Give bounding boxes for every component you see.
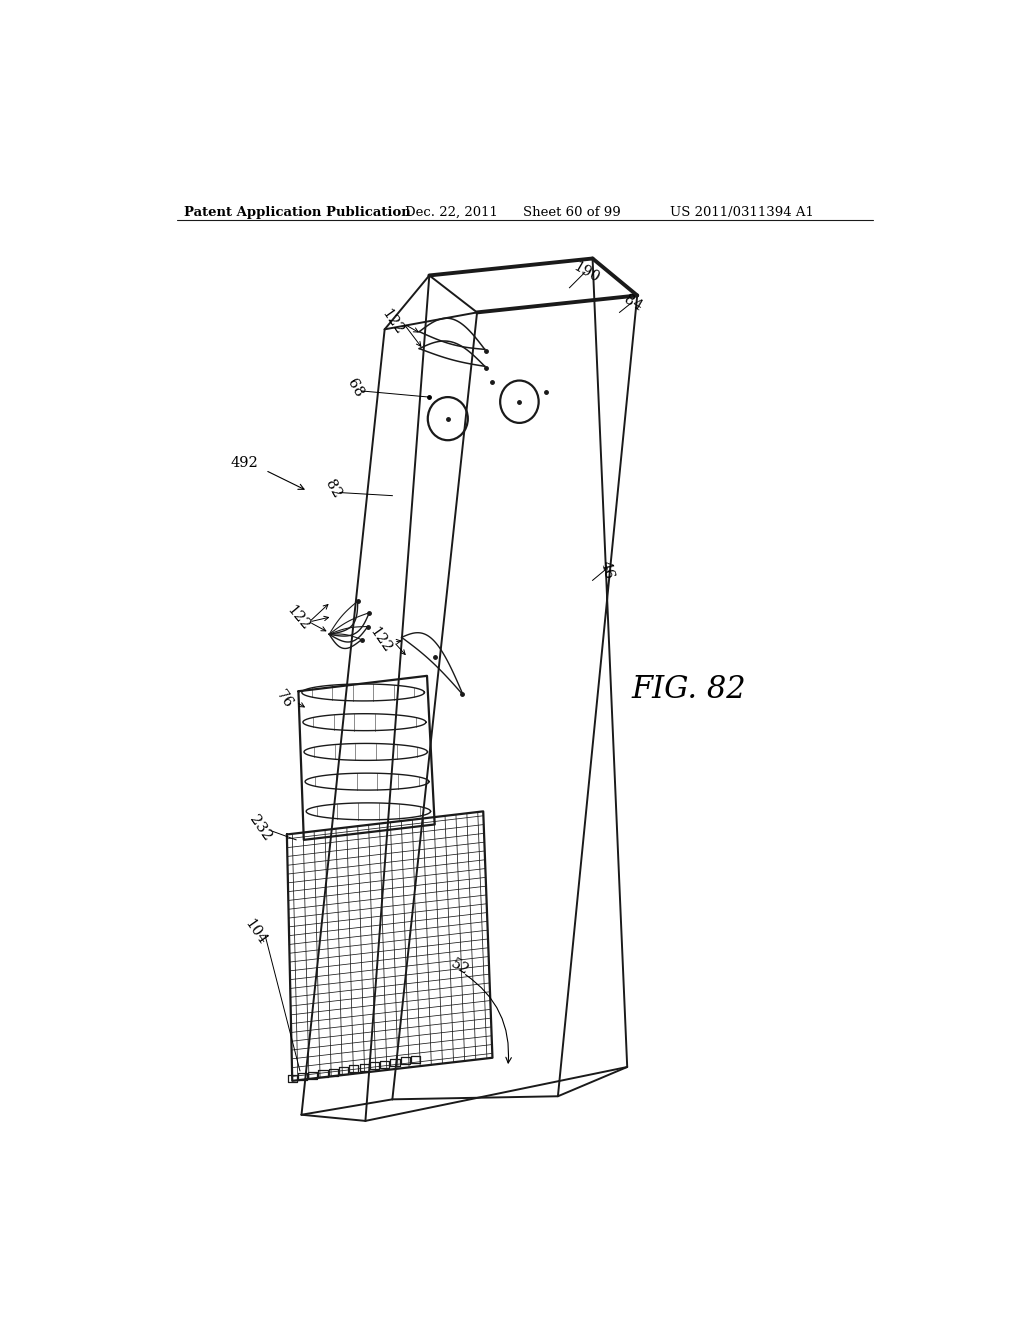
Text: 84: 84 <box>622 293 645 314</box>
Text: 82: 82 <box>323 478 344 502</box>
Text: Patent Application Publication: Patent Application Publication <box>184 206 412 219</box>
Text: FIG. 82: FIG. 82 <box>632 675 746 705</box>
Text: 68: 68 <box>345 376 367 400</box>
Text: 104: 104 <box>242 917 269 948</box>
Text: 122: 122 <box>368 624 394 655</box>
Text: 52: 52 <box>449 956 472 978</box>
Text: 232: 232 <box>246 813 273 843</box>
Text: 46: 46 <box>597 560 615 581</box>
Text: Sheet 60 of 99: Sheet 60 of 99 <box>523 206 621 219</box>
Text: Dec. 22, 2011: Dec. 22, 2011 <box>406 206 499 219</box>
Text: US 2011/0311394 A1: US 2011/0311394 A1 <box>670 206 813 219</box>
Text: 190: 190 <box>571 259 602 285</box>
Text: 492: 492 <box>230 455 258 470</box>
Text: 122: 122 <box>285 603 312 634</box>
Text: 122: 122 <box>379 306 407 337</box>
Text: 76: 76 <box>273 688 296 710</box>
